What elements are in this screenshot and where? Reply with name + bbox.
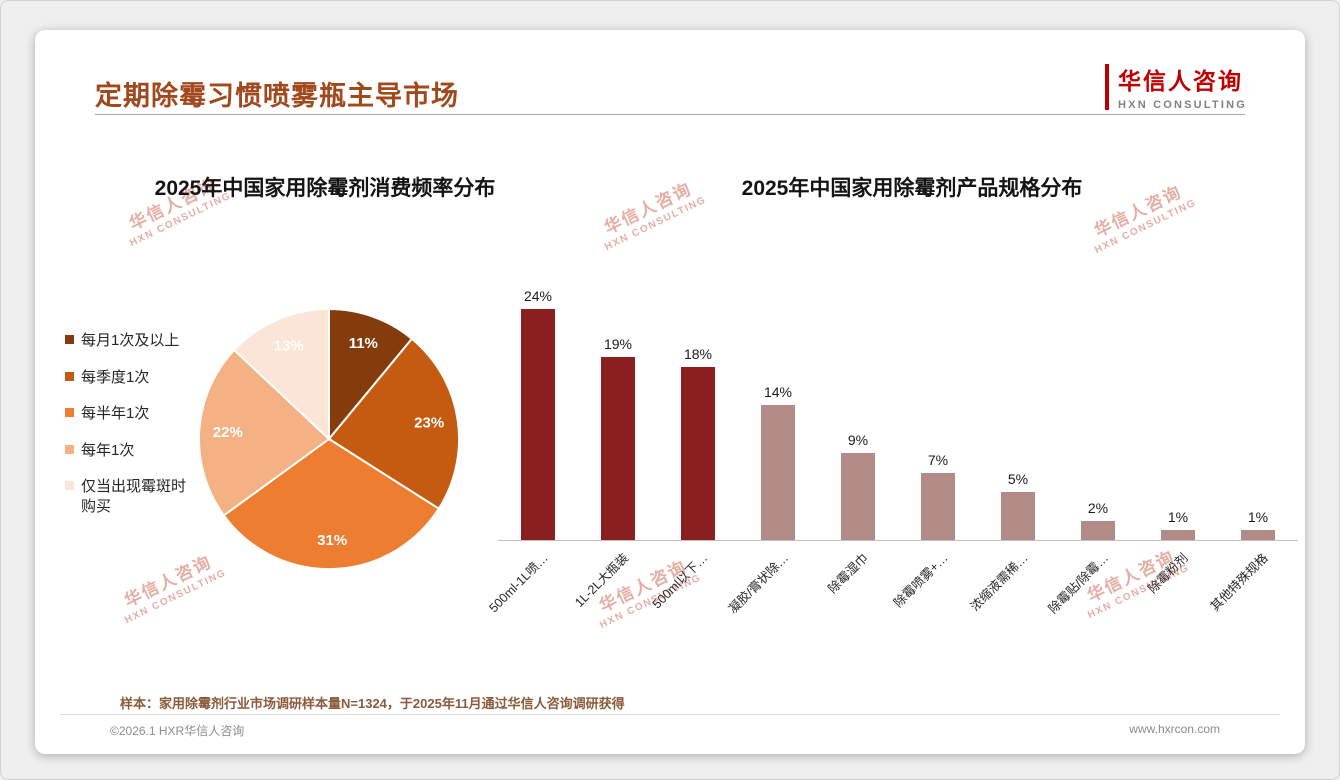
bar-value-label: 9% bbox=[847, 432, 869, 448]
copyright-text: ©2026.1 HXR华信人咨询 bbox=[110, 724, 245, 738]
sample-footnote: 样本：家用除霉剂行业市场调研样本量N=1324，于2025年11月通过华信人咨询… bbox=[120, 696, 625, 711]
slide-card: 华信人咨询 HXN CONSULTING 华信人咨询 HXN CONSULTING 华信… bbox=[35, 30, 1305, 754]
bar-category-label: 浓缩液需稀… bbox=[967, 550, 1031, 614]
legend-item: 每半年1次 bbox=[65, 404, 193, 424]
bar-category-label: 1L-2L大瓶装 bbox=[571, 550, 631, 610]
bar-category-label: 除霉湿巾 bbox=[825, 550, 871, 597]
legend-swatch-icon bbox=[65, 444, 74, 454]
pie-chart-svg: 11% 23% 31% 22% 13% bbox=[198, 307, 461, 571]
bar-value-label: 24% bbox=[523, 288, 553, 304]
footer: ©2026.1 HXR华信人咨询 www.hxrcon.com bbox=[110, 722, 1220, 739]
bar-value-label: 19% bbox=[603, 336, 633, 352]
pie-chart-title: 2025年中国家用除霉剂消费频率分布 bbox=[154, 177, 496, 200]
logo-text: 华信人咨询 HXN CONSULTING bbox=[1118, 62, 1247, 111]
legend-swatch-icon bbox=[65, 371, 74, 381]
legend-item: 每年1次 bbox=[65, 441, 193, 461]
bar-category-label: 凝胶/膏状除… bbox=[725, 550, 791, 617]
bar-column: 24% 500ml-1L喷… bbox=[486, 288, 578, 615]
website-url: www.hxrcon.com bbox=[1129, 722, 1220, 736]
bar bbox=[841, 453, 875, 540]
bar-column: 5% 浓缩液需稀… bbox=[968, 290, 1058, 614]
bar-chart-title: 2025年中国家用除霉剂产品规格分布 bbox=[741, 177, 1083, 200]
bar bbox=[761, 405, 795, 540]
bar-category-label: 除霉粉剂 bbox=[1145, 550, 1191, 597]
legend-swatch-icon bbox=[65, 335, 74, 344]
bar-column: 2% 除霉贴/除霉… bbox=[1045, 290, 1138, 616]
bar-value-label: 7% bbox=[927, 452, 949, 468]
bar bbox=[1081, 521, 1115, 540]
bar-category-label: 500ml以下… bbox=[650, 550, 711, 612]
legend-label: 仅当出现霉斑时购买 bbox=[81, 478, 187, 515]
bar-column: 18% 500ml以下… bbox=[650, 290, 738, 611]
bar-category-label: 除霉贴/除霉… bbox=[1045, 550, 1111, 617]
company-logo: 华信人咨询 HXN CONSULTING bbox=[1105, 62, 1247, 111]
bar bbox=[521, 309, 555, 540]
logo-bar-icon bbox=[1105, 64, 1110, 110]
page-title: 定期除霉习惯喷雾瓶主导市场 bbox=[95, 81, 459, 111]
legend-swatch-icon bbox=[65, 481, 74, 490]
logo-cn: 华信人咨询 bbox=[1118, 68, 1244, 94]
charts-region: 2025年中国家用除霉剂消费频率分布 2025年中国家用除霉剂产品规格分布 每月… bbox=[35, 160, 1305, 640]
pie-value-label: 31% bbox=[317, 532, 347, 549]
pie-slice bbox=[222, 437, 441, 571]
legend-label: 每半年1次 bbox=[81, 405, 150, 422]
pie-value-label: 13% bbox=[274, 337, 304, 354]
bar-category-label: 除霉喷雾+… bbox=[891, 550, 951, 611]
footer-divider bbox=[60, 714, 1280, 715]
pie-value-label: 11% bbox=[349, 335, 378, 352]
pie-chart: 11% 23% 31% 22% 13% bbox=[193, 303, 465, 575]
legend-label: 每月1次及以上 bbox=[81, 332, 180, 349]
bar-value-label: 14% bbox=[763, 384, 793, 400]
bar bbox=[1241, 530, 1275, 540]
bar-column: 1% 除霉粉剂 bbox=[1138, 290, 1218, 596]
bar-value-label: 1% bbox=[1247, 509, 1269, 525]
pie-chart-area: 每月1次及以上 每季度1次每半年1次每年1次仅当出现霉斑时购买 11% 23% 31%… bbox=[65, 303, 465, 575]
bar-column: 1% 其他特殊规格 bbox=[1208, 290, 1298, 614]
bar-column: 19% 1L-2L大瓶装 bbox=[572, 290, 658, 610]
bar-category-label: 500ml-1L喷… bbox=[486, 550, 551, 616]
legend-item: 仅当出现霉斑时购买 bbox=[65, 477, 193, 516]
bar-column: 9% 除霉湿巾 bbox=[818, 290, 898, 596]
pie-slice bbox=[327, 337, 461, 511]
bar-column: 14% 凝胶/膏状除… bbox=[725, 290, 818, 616]
bar bbox=[601, 357, 635, 540]
pie-slice bbox=[328, 307, 414, 442]
legend-swatch-icon bbox=[65, 408, 74, 417]
bar-value-label: 2% bbox=[1087, 500, 1109, 516]
bar bbox=[921, 473, 955, 540]
bar bbox=[681, 367, 715, 540]
pie-value-label: 22% bbox=[213, 424, 243, 441]
bar-value-label: 1% bbox=[1167, 509, 1189, 525]
bar-chart: 24% 500ml-1L喷… 19% 1L-2L大瓶装 18% 500ml以下… 14% 凝胶… bbox=[486, 288, 1298, 616]
bar-column: 7% 除霉喷雾+… bbox=[891, 290, 978, 610]
bar-value-label: 18% bbox=[683, 346, 713, 362]
pie-value-label: 23% bbox=[414, 415, 444, 432]
bar bbox=[1161, 530, 1195, 540]
bar-value-label: 5% bbox=[1007, 471, 1029, 487]
logo-en: HXN CONSULTING bbox=[1118, 99, 1247, 111]
header-divider bbox=[95, 114, 1245, 115]
pie-slice bbox=[232, 307, 330, 442]
bar bbox=[1001, 492, 1035, 540]
legend-label: 每年1次 bbox=[81, 441, 135, 459]
pie-legend: 每月1次及以上 每季度1次每半年1次每年1次仅当出现霉斑时购买 bbox=[65, 303, 193, 575]
pie-slice bbox=[198, 348, 331, 517]
legend-item: 每月1次及以上 bbox=[65, 331, 193, 351]
bar-category-label: 其他特殊规格 bbox=[1207, 550, 1271, 614]
legend-label: 每季度1次 bbox=[81, 368, 150, 386]
legend-item: 每季度1次 bbox=[65, 368, 193, 388]
